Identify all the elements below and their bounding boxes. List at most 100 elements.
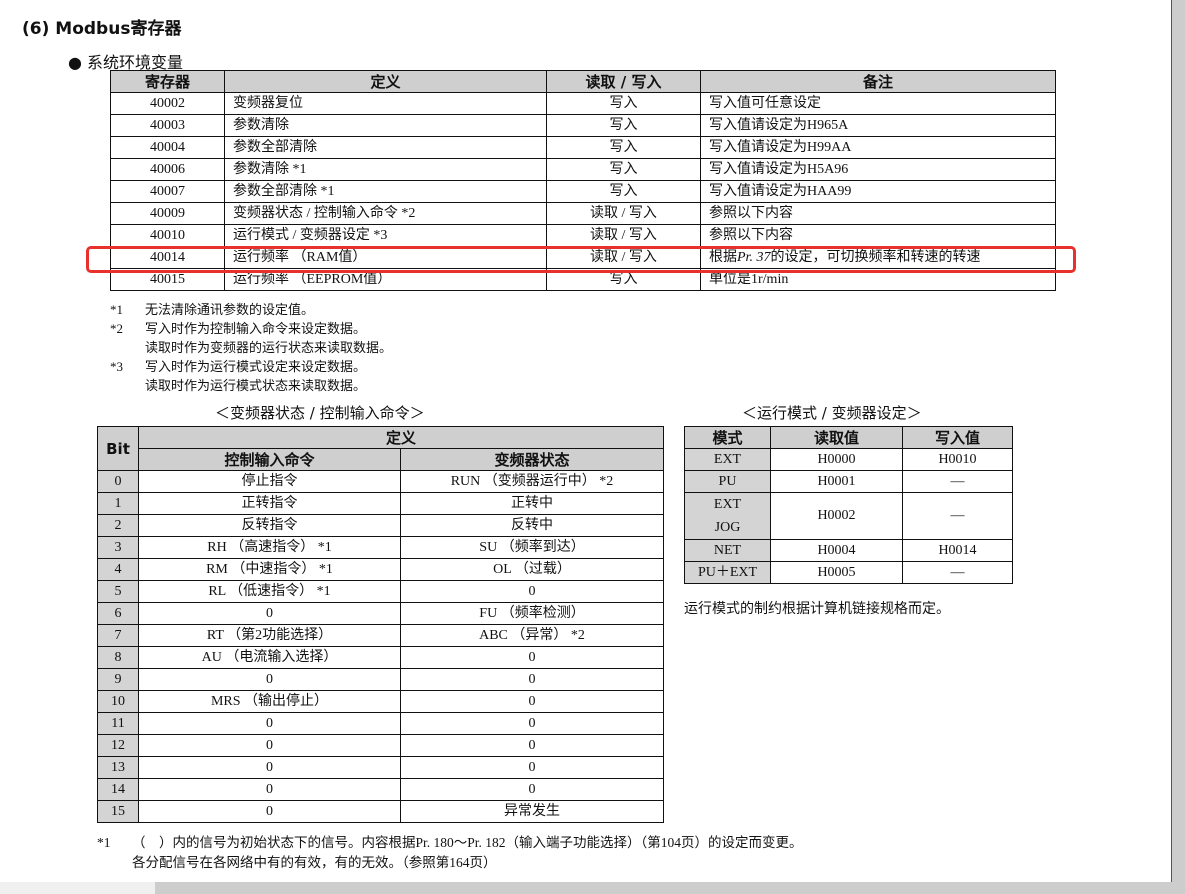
table-cell: 参照以下内容 — [700, 202, 1056, 225]
bottom-note-mark: *1 — [97, 835, 111, 850]
table-row: 40003 参数清除 写入 写入值请设定为H965A — [110, 114, 1056, 137]
table-cell: 参数清除 — [224, 114, 547, 137]
table-cell: ABC （异常） *2 — [399, 624, 665, 647]
mode-name: EXT — [684, 448, 771, 471]
footnote-line: 读取时作为变频器的运行状态来读取数据。 — [145, 340, 393, 355]
table-row: 40010 运行模式 / 变频器设定 *3 读取 / 写入 参照以下内容 — [110, 224, 1056, 247]
bit-number: 15 — [97, 800, 139, 823]
table-row: 3 RH （高速指令） *1 SU （频率到达） — [97, 536, 665, 559]
table-cell: — — [902, 492, 1013, 540]
table-cell: 0 — [399, 712, 665, 735]
register-header-cell: 寄存器 — [110, 70, 225, 93]
table-row: 40007 参数全部清除 *1 写入 写入值请设定为HAA99 — [110, 180, 1056, 203]
bottom-note-line: （ ）内的信号为初始状态下的信号。内容根据Pr. 180～Pr. 182（输入端… — [132, 835, 803, 850]
bit-number: 11 — [97, 712, 139, 735]
table-cell: 异常发生 — [399, 800, 665, 823]
table-cell: 40006 — [110, 158, 225, 181]
table-row: 12 0 0 — [97, 734, 665, 757]
table-cell: H0010 — [902, 448, 1013, 471]
table-cell: 写入值请设定为H965A — [700, 114, 1056, 137]
bit-number: 9 — [97, 668, 139, 691]
table-row: 40006 参数清除 *1 写入 写入值请设定为H5A96 — [110, 158, 1056, 181]
table-row: 10 MRS （输出停止） 0 — [97, 690, 665, 713]
definition-header: 定义 — [137, 426, 665, 449]
bit-number: 3 — [97, 536, 139, 559]
footnote-line: 写入时作为控制输入命令来设定数据。 — [145, 321, 367, 336]
table-row: 6 0 FU （频率检测） — [97, 602, 665, 625]
table-cell: 40003 — [110, 114, 225, 137]
table-cell: 0 — [138, 800, 401, 823]
table-cell: 反转中 — [399, 514, 665, 537]
table-cell: 40007 — [110, 180, 225, 203]
mode-name: EXT JOG — [684, 492, 771, 540]
table-cell: RM （中速指令） *1 — [138, 558, 401, 581]
mode-table-caption: ＜运行模式 / 变频器设定＞ — [742, 404, 922, 422]
table-row: 1 正转指令 正转中 — [97, 492, 665, 515]
bit-number: 5 — [97, 580, 139, 603]
bottom-note-line: 各分配信号在各网络中有的有效，有的无效。（参照第164页） — [132, 855, 497, 870]
table-row: EXT JOG H0002— — [684, 492, 1013, 540]
table-row: 7 RT （第2功能选择） ABC （异常） *2 — [97, 624, 665, 647]
table-cell: 反转指令 — [138, 514, 401, 537]
bit-number: 8 — [97, 646, 139, 669]
table-cell: MRS （输出停止） — [138, 690, 401, 713]
table-cell: 0 — [138, 602, 401, 625]
footnote: *2 写入时作为控制输入命令来设定数据。读取时作为变频器的运行状态来读取数据。 — [110, 319, 610, 357]
table-cell: 正转指令 — [138, 492, 401, 515]
table-row: PU＋EXT H0005— — [684, 561, 1013, 584]
vertical-scrollbar[interactable] — [1171, 0, 1185, 882]
footnotes: *1 无法清除通讯参数的设定值。 *2 写入时作为控制输入命令来设定数据。读取时作为变… — [110, 300, 610, 395]
table-cell: 0 — [399, 756, 665, 779]
table-cell: 读取 / 写入 — [546, 202, 701, 225]
bit-number: 7 — [97, 624, 139, 647]
table-cell: 写入 — [546, 114, 701, 137]
table-cell: H0005 — [770, 561, 903, 584]
table-row: 2 反转指令 反转中 — [97, 514, 665, 537]
table-cell: 0 — [399, 690, 665, 713]
mode-name: PU — [684, 470, 771, 493]
table-cell: 变频器复位 — [224, 92, 547, 115]
table-cell: 写入 — [546, 92, 701, 115]
table-row: EXT H0000 H0010 — [684, 448, 1013, 471]
footnote-mark: *2 — [110, 321, 123, 336]
mode-header-cell: 读取值 — [770, 426, 903, 449]
table-cell: 0 — [138, 756, 401, 779]
table-cell: 写入值请设定为H5A96 — [700, 158, 1056, 181]
table-cell: 写入 — [546, 136, 701, 159]
footnote-line: 读取时作为运行模式状态来读取数据。 — [145, 378, 367, 393]
bit-number: 1 — [97, 492, 139, 515]
table-cell: 写入 — [546, 268, 701, 291]
table-cell: 参数清除 *1 — [224, 158, 547, 181]
register-table: 寄存器 定义 读取 / 写入 备注 40002 变频器复位 写入 写入值可任意设定 40003 参… — [110, 70, 1056, 291]
table-cell: 写入 — [546, 180, 701, 203]
footnote-line: 写入时作为运行模式设定来设定数据。 — [145, 359, 367, 374]
table-row: 0 停止指令 RUN （变频器运行中） *2 — [97, 470, 665, 493]
mode-name: PU＋EXT — [684, 561, 771, 584]
subsection-heading: ● 系统环境变量 — [68, 53, 184, 72]
table-row: 40009 变频器状态 / 控制输入命令 *2 读取 / 写入 参照以下内容 — [110, 202, 1056, 225]
horizontal-scrollbar-thumb[interactable] — [155, 882, 1185, 894]
footnote-line: 无法清除通讯参数的设定值。 — [145, 302, 315, 317]
footnote-mark: *3 — [110, 359, 123, 374]
table-cell: H0001 — [770, 470, 903, 493]
mode-table-note: 运行模式的制约根据计算机链接规格而定。 — [684, 602, 950, 617]
bit-table-caption: ＜变频器状态 / 控制输入命令＞ — [215, 404, 425, 422]
mode-table: 模式 读取值 写入值 EXT H0000 H0010 PU H0001— EXT JOG H000… — [684, 426, 1013, 584]
table-cell: 40010 — [110, 224, 225, 247]
table-row: 4 RM （中速指令） *1 OL （过载） — [97, 558, 665, 581]
table-cell: 40002 — [110, 92, 225, 115]
table-cell: 0 — [399, 778, 665, 801]
footnote-mark: *1 — [110, 302, 123, 317]
bit-number: 2 — [97, 514, 139, 537]
table-cell: 0 — [399, 734, 665, 757]
bit-number: 6 — [97, 602, 139, 625]
table-cell: OL （过载） — [399, 558, 665, 581]
inverter-status-header: 变频器状态 — [399, 448, 665, 471]
table-row: 40015 运行频率 （EEPROM值） 写入 单位是1r/min — [110, 268, 1056, 291]
bit-number: 10 — [97, 690, 139, 713]
table-cell: RT （第2功能选择） — [138, 624, 401, 647]
table-cell: — — [902, 561, 1013, 584]
table-cell: 0 — [399, 580, 665, 603]
table-cell: RL （低速指令） *1 — [138, 580, 401, 603]
register-header-cell: 定义 — [224, 70, 547, 93]
